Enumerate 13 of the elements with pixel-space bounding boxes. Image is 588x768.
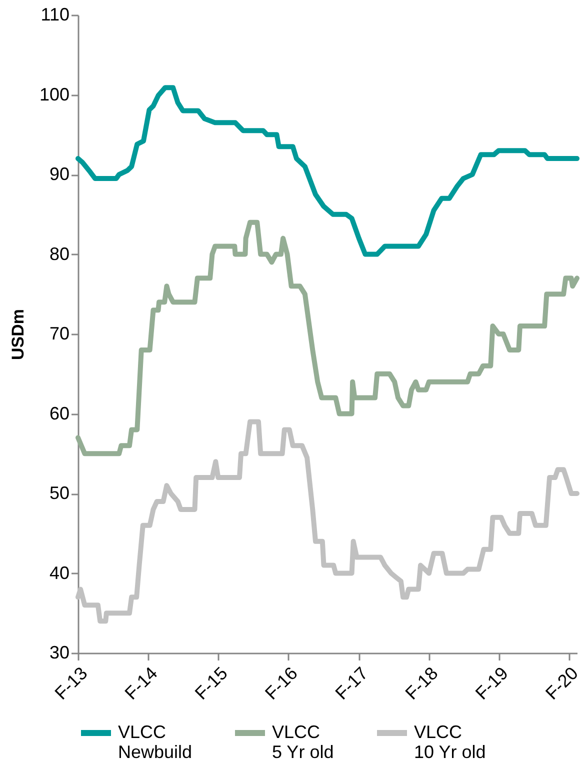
y-tick-label: 110 [40,4,70,24]
y-tick-label: 100 [39,84,70,104]
legend-label: VLCC Newbuild [118,722,192,762]
y-axis-title: USDm [8,308,28,360]
y-tick-label: 90 [49,164,70,184]
legend-label: VLCC 10 Yr old [414,722,486,762]
legend-label: VLCC 5 Yr old [272,722,334,762]
y-tick-label: 80 [49,244,70,264]
y-tick-label: 70 [49,324,70,344]
y-tick-label: 50 [49,483,70,503]
y-tick-label: 40 [49,562,70,583]
y-tick-label: 60 [49,403,70,424]
y-tick-label: 30 [49,642,70,662]
